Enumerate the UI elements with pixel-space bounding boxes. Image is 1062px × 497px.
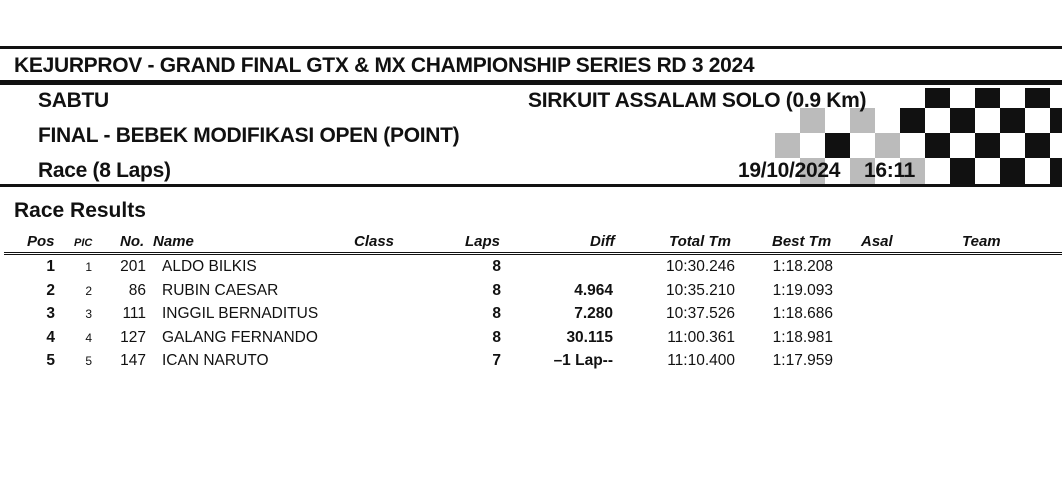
col-team: Team [962, 233, 1001, 250]
col-class: Class [354, 233, 395, 250]
table-row: 1 1 201 ALDO BILKIS 8 10:30.246 1:18.208 [0, 258, 1062, 281]
session-label: FINAL - BEBEK MODIFIKASI OPEN (POINT) [38, 124, 460, 147]
result-best-time: 1:18.686 [772, 305, 833, 322]
result-position: 4 [46, 328, 55, 346]
day-label: SABTU [38, 89, 109, 112]
result-number: 111 [122, 305, 146, 322]
result-name: GALANG FERNANDO [162, 328, 318, 346]
result-best-time: 1:19.093 [772, 281, 833, 299]
result-name: ALDO BILKIS [162, 258, 257, 275]
result-diff: 4.964 [574, 281, 613, 299]
event-title: KEJURPROV - GRAND FINAL GTX & MX CHAMPIO… [14, 54, 755, 77]
result-pic: 3 [85, 307, 92, 321]
table-header-rule [4, 252, 1062, 255]
result-pic: 4 [85, 330, 92, 345]
result-name: INGGIL BERNADITUS [162, 305, 319, 322]
result-best-time: 1:17.959 [772, 352, 833, 369]
result-total-time: 10:30.246 [666, 258, 735, 275]
col-total: Total Tm [669, 233, 731, 250]
result-diff: 7.280 [574, 305, 613, 322]
table-row: 3 3 111 INGGIL BERNADITUS 8 7.280 10:37.526 1:1… [0, 305, 1062, 328]
circuit-label: SIRKUIT ASSALAM SOLO (0.9 Km) [528, 89, 867, 112]
result-pic: 1 [85, 260, 92, 274]
result-total-time: 10:37.526 [666, 305, 735, 322]
result-number: 147 [120, 352, 146, 369]
col-no: No. [120, 233, 145, 250]
result-number: 86 [128, 281, 146, 299]
result-number: 201 [120, 258, 146, 275]
checkered-flag-icon [775, 88, 1062, 186]
table-row: 2 2 86 RUBIN CAESAR 8 4.964 10:35.210 1:19.093 [0, 282, 1062, 305]
table-row: 4 4 127 GALANG FERNANDO 8 30.115 11:00.361 1:18… [0, 329, 1062, 352]
result-laps: 7 [492, 352, 501, 369]
col-pic: PIC [74, 237, 93, 249]
col-laps: Laps [465, 233, 501, 250]
table-row: 5 5 147 ICAN NARUTO 7 –1 Lap-- 11:10.400 1:17.9… [0, 352, 1062, 375]
result-position: 3 [46, 305, 55, 322]
result-total-time: 11:10.400 [667, 352, 735, 369]
result-best-time: 1:18.208 [772, 258, 833, 275]
header-mid-rule [0, 80, 1062, 85]
result-laps: 8 [492, 258, 501, 275]
result-laps: 8 [492, 281, 501, 299]
result-laps: 8 [492, 305, 501, 322]
results-title: Race Results [14, 199, 146, 222]
header-top-rule [0, 46, 1062, 49]
result-total-time: 11:00.361 [667, 328, 735, 346]
col-asal: Asal [861, 233, 893, 250]
result-position: 2 [46, 281, 55, 299]
col-diff: Diff [590, 233, 615, 250]
result-pic: 5 [85, 354, 92, 368]
col-name: Name [153, 233, 194, 250]
header-bottom-rule [0, 184, 1062, 187]
col-best: Best Tm [772, 233, 832, 250]
date-label: 19/10/2024 [738, 159, 841, 182]
result-diff: –1 Lap-- [553, 352, 613, 369]
col-pos: Pos [27, 233, 55, 250]
result-diff: 30.115 [566, 328, 613, 346]
result-name: RUBIN CAESAR [162, 281, 279, 299]
race-label: Race (8 Laps) [38, 159, 171, 182]
result-number: 127 [120, 328, 146, 346]
result-position: 1 [46, 258, 55, 275]
result-best-time: 1:18.981 [772, 328, 833, 346]
result-laps: 8 [492, 328, 501, 346]
result-position: 5 [46, 352, 55, 369]
result-total-time: 10:35.210 [666, 281, 735, 299]
result-pic: 2 [85, 283, 92, 298]
result-name: ICAN NARUTO [162, 352, 269, 369]
time-label: 16:11 [864, 159, 916, 182]
